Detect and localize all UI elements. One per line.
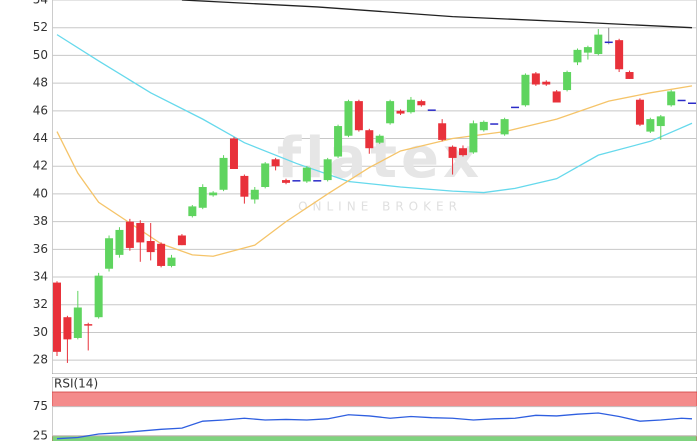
y-tick-label: 36 [33, 242, 48, 256]
candle-body [313, 180, 322, 182]
candle-body [63, 317, 72, 340]
candle-body [521, 74, 530, 106]
candle-body [656, 116, 665, 127]
candle-body [386, 101, 395, 124]
candle-body [219, 157, 228, 190]
candle-body [646, 119, 655, 132]
labels: 28 30 32 34 36 38 40 42 44 46 48 50 52 54 25 75 RSI(14) [33, 0, 98, 441]
candle-body [448, 146, 457, 158]
y-tick-label: 30 [33, 325, 48, 339]
candle-body [667, 91, 676, 106]
plot-area [52, 377, 697, 441]
y-tick-label: 48 [33, 76, 48, 90]
candle-body [209, 192, 218, 196]
candle-body [677, 99, 686, 102]
rsi-plot [52, 377, 697, 441]
y-tick-label: 75 [33, 399, 48, 413]
band [52, 391, 697, 407]
candle-body [625, 72, 634, 79]
y-tick-label: 50 [33, 48, 48, 62]
candle-body [406, 99, 415, 113]
y-tick-label: 46 [33, 103, 48, 117]
candle-body [198, 187, 207, 208]
line [56, 34, 693, 194]
candle-body [490, 123, 499, 125]
watermark-subtitle: ONLINE BROKER [298, 200, 462, 214]
y-tick-label: 44 [33, 131, 48, 145]
candle-body [250, 189, 259, 200]
line [56, 412, 693, 440]
candle-body [344, 101, 353, 136]
candle-body [188, 206, 197, 217]
y-tick-label: 38 [33, 214, 48, 228]
candle-body [261, 163, 270, 187]
candle-body [334, 126, 343, 157]
candle-body [323, 159, 332, 181]
candle-body [688, 102, 696, 105]
y-tick-label: 32 [33, 297, 48, 311]
candle-body [417, 101, 426, 106]
candle-body [240, 175, 249, 197]
candle-body [73, 307, 82, 338]
candle-body [438, 123, 447, 140]
band [52, 435, 697, 441]
candle-body [53, 282, 61, 352]
line [181, 0, 693, 29]
candle-body [125, 221, 134, 248]
y-tick-label: 42 [33, 159, 48, 173]
plot-area [52, 0, 697, 374]
candle-body [531, 73, 540, 85]
candle-body [479, 121, 488, 131]
y-tick-label: 34 [33, 270, 48, 284]
panel-title: RSI(14) [54, 377, 98, 391]
candle-body [94, 275, 103, 318]
y-tick-label: 52 [33, 20, 48, 34]
line [56, 85, 693, 257]
y-tick-label: 40 [33, 186, 48, 200]
candle-body [365, 130, 374, 149]
candle-body [157, 243, 166, 266]
candle-body [500, 119, 509, 135]
candle-body [604, 41, 613, 44]
candle-body [146, 241, 155, 253]
candle-body [427, 109, 436, 111]
candle-body [167, 257, 176, 266]
y-tick-label: 28 [33, 353, 48, 367]
candle-body [573, 49, 582, 63]
candle-body [115, 229, 124, 255]
candle-body [594, 34, 603, 55]
candle-body [583, 47, 592, 53]
candle-body [292, 180, 301, 182]
candle-body [542, 81, 551, 85]
candle-body [84, 324, 93, 326]
candle-body [563, 72, 572, 91]
y-tick-label: 25 [33, 428, 48, 441]
candle-body [615, 40, 624, 70]
candle-body [271, 159, 280, 167]
candle-body [458, 148, 467, 156]
y-tick-label: 54 [33, 0, 48, 7]
candle-body [354, 101, 363, 131]
candle-body [302, 167, 311, 182]
candle-body [552, 91, 561, 103]
candle-body [511, 106, 520, 109]
candle-body [635, 99, 644, 125]
candle-body [105, 238, 114, 269]
candle-body [136, 223, 145, 243]
candle-body [375, 135, 384, 143]
candle-body [177, 235, 186, 246]
candle-body [229, 138, 238, 169]
candle-body [469, 123, 478, 153]
candle-body [396, 110, 405, 114]
candle-body [282, 180, 291, 183]
